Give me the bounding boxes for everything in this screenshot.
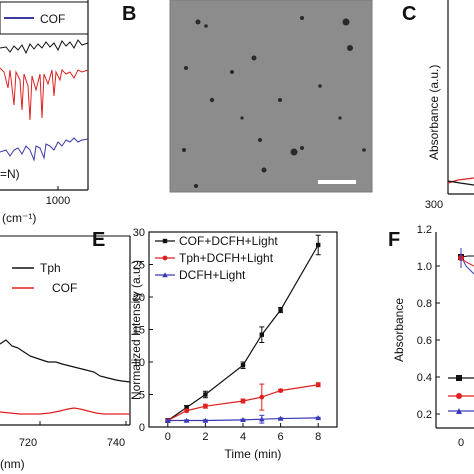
panel-f-marker bbox=[456, 375, 462, 381]
data-point bbox=[240, 417, 246, 423]
panel-f-ytick: 0.4 bbox=[417, 372, 432, 384]
data-point bbox=[259, 394, 265, 400]
x-tick-label: 4 bbox=[240, 431, 246, 443]
data-point bbox=[316, 242, 321, 248]
panel-e-letter: E bbox=[92, 229, 105, 251]
panel-a: COF =N) 1000 (cm⁻¹) bbox=[0, 0, 89, 225]
data-point bbox=[315, 415, 321, 421]
panel-f-ytick: 1.2 bbox=[417, 224, 432, 236]
data-point bbox=[162, 272, 168, 278]
y-tick-label: 25 bbox=[133, 260, 145, 272]
data-point bbox=[184, 405, 189, 410]
x-tick-label: 8 bbox=[315, 431, 321, 443]
data-point bbox=[259, 416, 265, 422]
panel-a-xlabel: (cm⁻¹) bbox=[2, 211, 36, 225]
panel-c-xtick: 300 bbox=[425, 199, 443, 211]
panel-e-xlabel: Time (min) bbox=[225, 447, 282, 461]
legend-label: COF+DCFH+Light bbox=[179, 234, 278, 248]
data-point bbox=[162, 255, 168, 261]
legend-label: Tph+DCFH+Light bbox=[179, 251, 274, 265]
panel-f-xtick: 0 bbox=[458, 437, 464, 449]
x-tick-label: 6 bbox=[278, 431, 284, 443]
panel-f-ytick: 0.6 bbox=[417, 335, 432, 347]
panel-b: B bbox=[122, 0, 373, 193]
data-point bbox=[162, 238, 168, 244]
y-tick-label: 30 bbox=[133, 227, 145, 239]
panel-c: C Absorbance (a.u.) 300 bbox=[402, 0, 474, 211]
panel-e-ylabel: Normalized Intensity (a.u.) bbox=[129, 260, 143, 400]
panel-d-xtick-740: 740 bbox=[107, 437, 125, 449]
data-point bbox=[277, 415, 284, 421]
panel-f-letter: F bbox=[388, 229, 400, 251]
data-point bbox=[278, 388, 283, 393]
panel-d-legend-tph: Tph bbox=[40, 261, 61, 275]
panel-f-ylabel: Absorbance bbox=[392, 298, 406, 362]
panel-d-tph-curve bbox=[0, 339, 131, 383]
panel-f-marker bbox=[456, 408, 462, 414]
y-tick-label: 10 bbox=[133, 357, 145, 369]
panel-a-red-spectrum bbox=[0, 67, 89, 121]
panel-f-ytick: 0.2 bbox=[417, 409, 432, 421]
panel-c-black-curve bbox=[447, 180, 474, 186]
y-tick-label: 0 bbox=[139, 422, 145, 434]
panel-a-blue-spectrum bbox=[0, 137, 89, 162]
panel-d-cof-curve bbox=[0, 407, 130, 415]
data-point bbox=[240, 363, 246, 368]
series-1 bbox=[165, 382, 321, 423]
data-point bbox=[315, 382, 321, 388]
panel-e-legend: COF+DCFH+Light Tph+DCFH+Light DCFH+Light bbox=[155, 234, 278, 282]
panel-d-legend-cof: COF bbox=[52, 281, 77, 295]
panel-b-letter: B bbox=[122, 3, 136, 25]
panel-a-annotation: =N) bbox=[0, 167, 20, 181]
y-tick-label: 5 bbox=[139, 390, 145, 402]
tem-image bbox=[170, 0, 372, 192]
panel-e-ticks: 0 2 4 6 8 0 5 10 15 20 25 30 bbox=[133, 227, 322, 443]
panel-d-xtick-720: 720 bbox=[19, 437, 37, 449]
panel-c-letter: C bbox=[402, 3, 416, 25]
panel-c-ylabel: Absorbance (a.u.) bbox=[427, 65, 441, 160]
panel-f: F Absorbance 0.2 0.4 0.6 0.8 1.0 1.2 0 bbox=[388, 224, 474, 449]
x-tick-label: 0 bbox=[165, 431, 171, 443]
y-tick-label: 20 bbox=[133, 292, 145, 304]
panel-a-legend-box bbox=[0, 1, 89, 35]
data-point bbox=[203, 392, 208, 397]
panel-e-series bbox=[165, 234, 321, 424]
panel-a-black-spectrum bbox=[0, 39, 89, 55]
data-point bbox=[165, 417, 171, 423]
data-point bbox=[278, 307, 283, 313]
panel-f-marker bbox=[456, 393, 462, 399]
series-2 bbox=[165, 414, 321, 424]
data-point bbox=[183, 417, 190, 423]
scale-bar bbox=[318, 180, 356, 184]
panel-e: E Normalized Intensity (a.u.) Time (min)… bbox=[92, 227, 338, 461]
panel-f-ytick: 1.0 bbox=[417, 261, 432, 273]
legend-label: DCFH+Light bbox=[179, 268, 246, 282]
panel-d: Tph COF 720 740 (nm) bbox=[0, 235, 131, 471]
tem-particles bbox=[182, 16, 366, 188]
panel-a-xtick: 1000 bbox=[46, 195, 70, 207]
panel-f-ytick: 0.8 bbox=[417, 298, 432, 310]
x-tick-label: 2 bbox=[202, 431, 208, 443]
data-point bbox=[202, 417, 209, 423]
y-tick-label: 15 bbox=[133, 325, 145, 337]
panel-d-xlabel: (nm) bbox=[0, 457, 25, 471]
data-point bbox=[203, 403, 208, 409]
data-point bbox=[184, 408, 190, 414]
data-point bbox=[240, 398, 246, 404]
data-point bbox=[259, 332, 264, 337]
panel-a-legend-label: COF bbox=[40, 12, 65, 26]
